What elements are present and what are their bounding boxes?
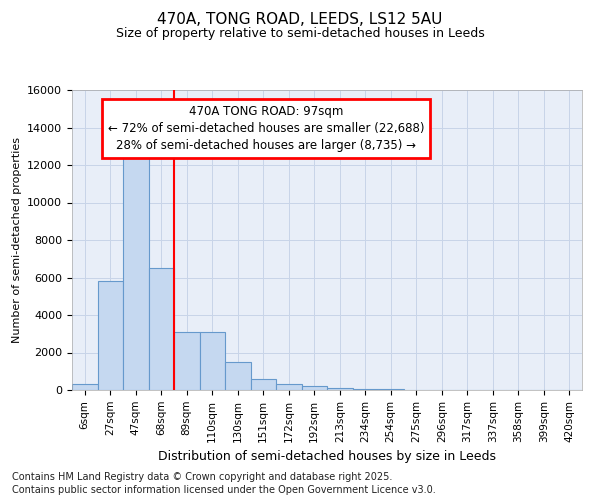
Text: Contains HM Land Registry data © Crown copyright and database right 2025.: Contains HM Land Registry data © Crown c… <box>12 472 392 482</box>
Y-axis label: Number of semi-detached properties: Number of semi-detached properties <box>11 137 22 343</box>
Bar <box>251 379 276 390</box>
Text: 470A TONG ROAD: 97sqm
← 72% of semi-detached houses are smaller (22,688)
28% of : 470A TONG ROAD: 97sqm ← 72% of semi-deta… <box>107 105 424 152</box>
Bar <box>327 388 353 390</box>
Bar <box>199 332 225 390</box>
Bar <box>97 281 123 390</box>
Bar <box>353 389 378 390</box>
X-axis label: Distribution of semi-detached houses by size in Leeds: Distribution of semi-detached houses by … <box>158 450 496 463</box>
Bar <box>302 386 327 390</box>
Bar <box>174 332 199 390</box>
Text: Size of property relative to semi-detached houses in Leeds: Size of property relative to semi-detach… <box>116 28 484 40</box>
Text: 470A, TONG ROAD, LEEDS, LS12 5AU: 470A, TONG ROAD, LEEDS, LS12 5AU <box>157 12 443 28</box>
Bar <box>276 384 302 390</box>
Text: Contains public sector information licensed under the Open Government Licence v3: Contains public sector information licen… <box>12 485 436 495</box>
Bar <box>225 362 251 390</box>
Bar <box>123 146 149 390</box>
Bar <box>149 268 174 390</box>
Bar <box>72 384 97 390</box>
